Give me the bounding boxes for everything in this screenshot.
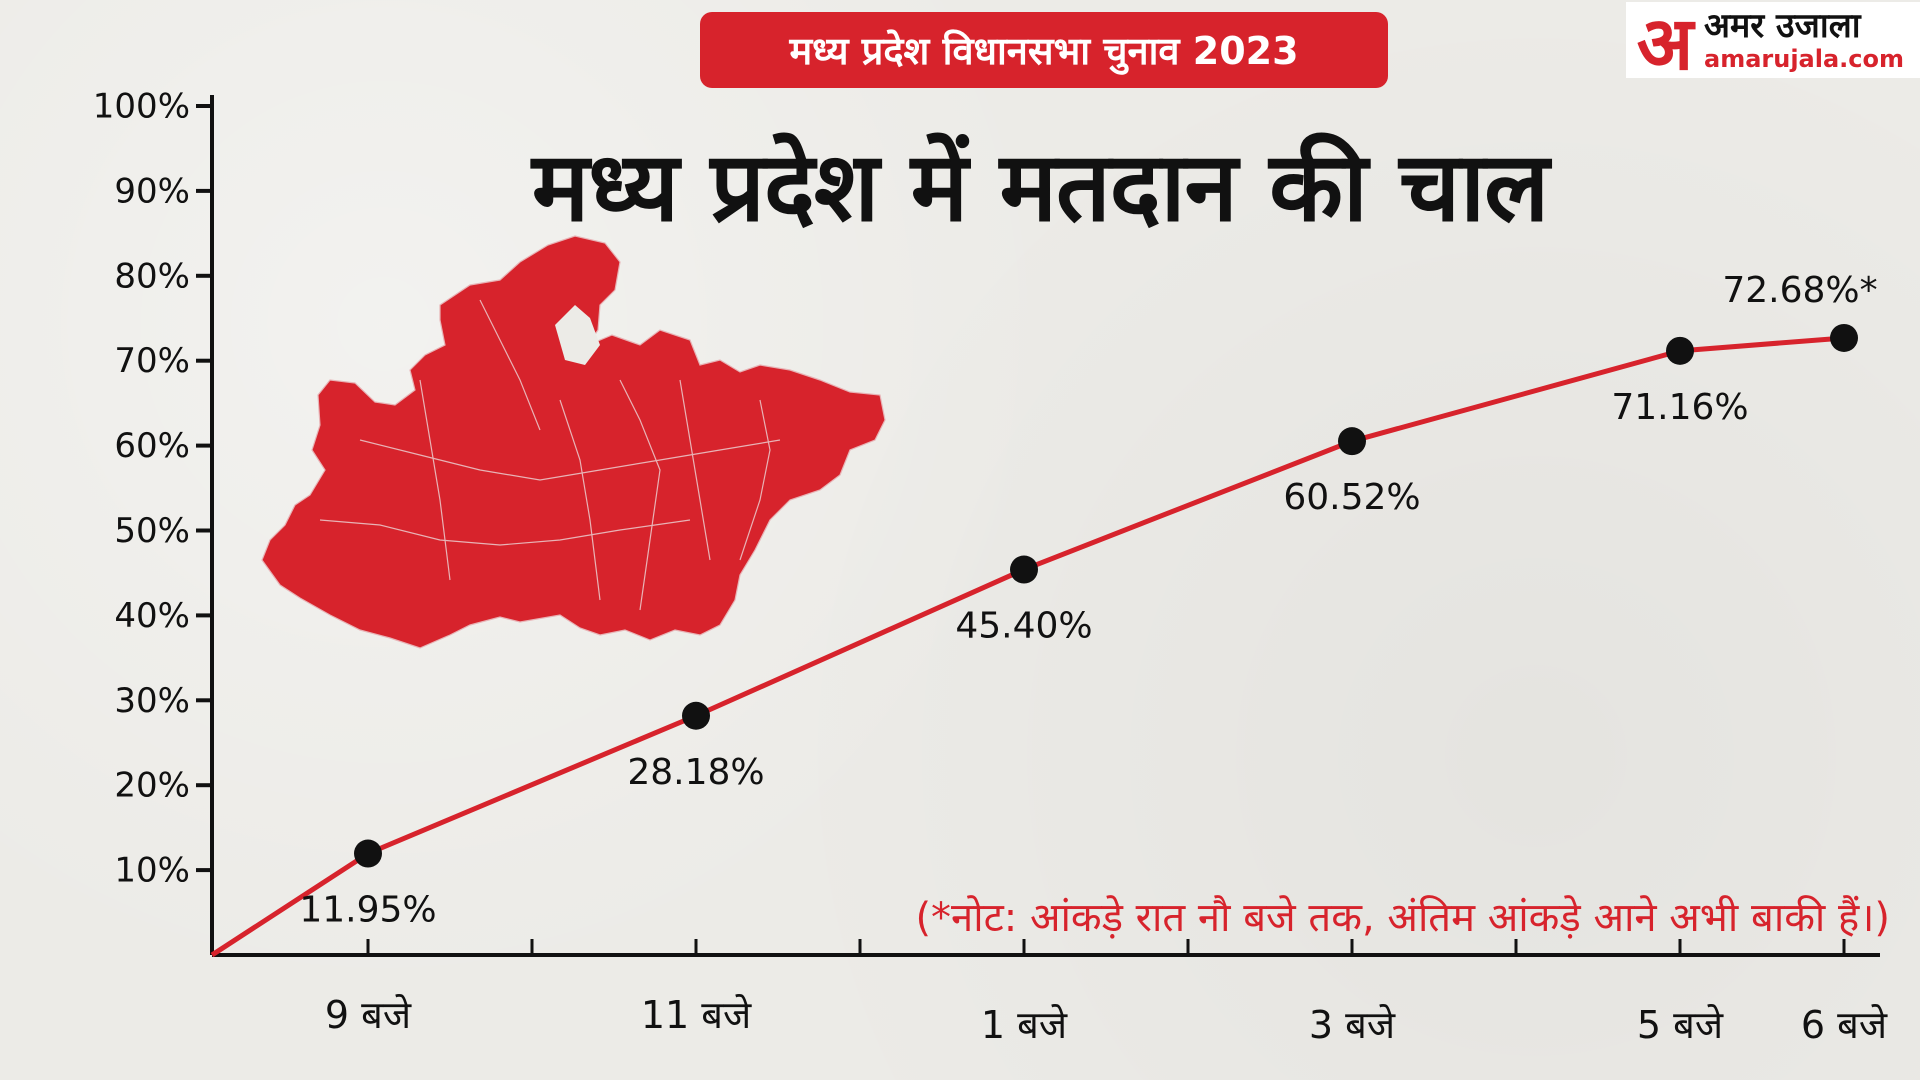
y-tick-label: 60% xyxy=(114,426,190,466)
y-tick-label: 30% xyxy=(114,681,190,721)
x-tick-label: 11 बजे xyxy=(641,993,752,1037)
y-tick-label: 40% xyxy=(114,596,190,636)
data-point xyxy=(682,701,710,730)
data-label: 71.16% xyxy=(1611,387,1748,428)
data-label: 45.40% xyxy=(955,606,1092,647)
brand-logo[interactable]: अ अमर उजाला amarujala.com xyxy=(1626,0,1920,87)
x-tick-label: 9 बजे xyxy=(325,993,412,1037)
data-labels: 11.95% 28.18% 45.40% 60.52% 71.16% 72.68%* xyxy=(299,270,1877,931)
footnote: (*नोट: आंकड़े रात नौ बजे तक, अंतिम आंकड़… xyxy=(915,895,1890,941)
logo-hindi-name: अमर उजाला xyxy=(1704,6,1861,46)
x-tick-label: 3 बजे xyxy=(1309,1003,1396,1047)
y-tick-label: 20% xyxy=(114,766,190,806)
logo-domain: amarujala.com xyxy=(1704,45,1905,73)
data-point xyxy=(1010,555,1038,584)
y-tick-label: 100% xyxy=(93,87,190,127)
y-tick-label: 80% xyxy=(114,256,190,296)
x-tick-label: 5 बजे xyxy=(1637,1003,1724,1047)
x-tick-label: 1 बजे xyxy=(981,1003,1068,1047)
y-tick-label: 10% xyxy=(114,851,190,891)
data-point xyxy=(354,839,382,868)
election-banner: मध्य प्रदेश विधानसभा चुनाव 2023 xyxy=(700,12,1388,88)
banner-text: मध्य प्रदेश विधानसभा चुनाव 2023 xyxy=(789,29,1299,73)
axes xyxy=(210,95,1880,957)
data-label: 72.68%* xyxy=(1722,270,1877,311)
data-label: 60.52% xyxy=(1283,477,1420,518)
data-points xyxy=(354,323,1858,868)
y-tick-label: 90% xyxy=(114,171,190,211)
data-point xyxy=(1666,336,1694,365)
data-label: 28.18% xyxy=(627,752,764,793)
state-map-icon xyxy=(261,235,886,649)
data-point xyxy=(1830,323,1858,352)
data-point xyxy=(1338,427,1366,456)
data-label: 11.95% xyxy=(299,890,436,931)
y-tick-label: 50% xyxy=(114,511,190,551)
x-tick-label: 6 बजे xyxy=(1801,1003,1888,1047)
y-axis-ticks: 10% 20% 30% 40% 50% 60% 70% 80% 90% 100% xyxy=(93,87,212,891)
chart-title: मध्य प्रदेश में मतदान की चाल xyxy=(531,131,1549,243)
x-axis-ticks: 9 बजे 11 बजे 1 बजे 3 बजे 5 बजे 6 बजे xyxy=(325,939,1888,1047)
logo-mark-icon: अ xyxy=(1636,0,1694,87)
y-tick-label: 70% xyxy=(114,341,190,381)
